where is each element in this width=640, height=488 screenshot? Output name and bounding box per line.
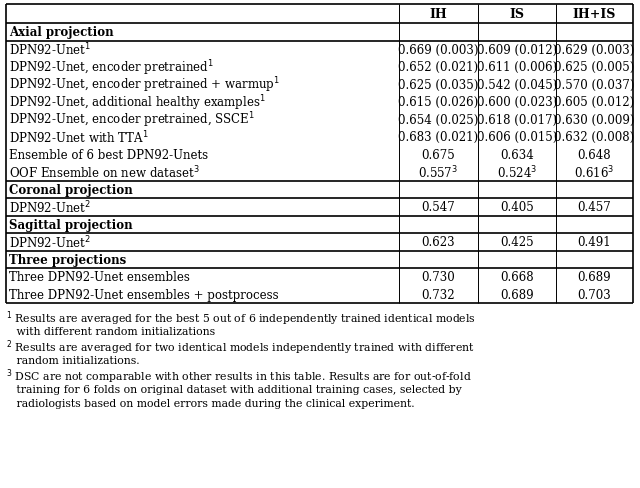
Text: 0.632 (0.008): 0.632 (0.008) (554, 131, 635, 144)
Text: DPN92-Unet with TTA$^1$: DPN92-Unet with TTA$^1$ (9, 129, 148, 146)
Text: 0.425: 0.425 (500, 236, 534, 249)
Text: 0.629 (0.003): 0.629 (0.003) (554, 43, 635, 57)
Text: DPN92-Unet, additional healthy examples$^1$: DPN92-Unet, additional healthy examples$… (9, 93, 266, 112)
Text: Coronal projection: Coronal projection (9, 183, 132, 196)
Text: DPN92-Unet$^2$: DPN92-Unet$^2$ (9, 199, 91, 216)
Text: DPN92-Unet, encoder pretrained + warmup$^1$: DPN92-Unet, encoder pretrained + warmup$… (9, 75, 280, 95)
Text: 0.675: 0.675 (422, 148, 456, 162)
Text: 0.689: 0.689 (578, 271, 611, 284)
Text: 0.615 (0.026): 0.615 (0.026) (398, 96, 479, 109)
Text: 0.703: 0.703 (578, 288, 611, 301)
Text: 0.405: 0.405 (500, 201, 534, 214)
Text: 0.609 (0.012): 0.609 (0.012) (477, 43, 557, 57)
Text: 0.689: 0.689 (500, 288, 534, 301)
Text: 0.600 (0.023): 0.600 (0.023) (477, 96, 557, 109)
Text: 0.634: 0.634 (500, 148, 534, 162)
Text: 0.652 (0.021): 0.652 (0.021) (399, 61, 479, 74)
Text: $^1$ Results are averaged for the best 5 out of 6 independently trained identica: $^1$ Results are averaged for the best 5… (6, 309, 476, 327)
Text: with different random initializations: with different random initializations (6, 326, 215, 337)
Text: 0.457: 0.457 (578, 201, 611, 214)
Text: 0.669 (0.003): 0.669 (0.003) (398, 43, 479, 57)
Text: 0.547: 0.547 (422, 201, 456, 214)
Text: 0.557$^3$: 0.557$^3$ (419, 164, 458, 181)
Text: 0.618 (0.017): 0.618 (0.017) (477, 114, 557, 126)
Text: 0.683 (0.021): 0.683 (0.021) (399, 131, 479, 144)
Text: IS: IS (509, 8, 525, 21)
Text: 0.654 (0.025): 0.654 (0.025) (398, 114, 479, 126)
Text: $^3$ DSC are not comparable with other results in this table. Results are for ou: $^3$ DSC are not comparable with other r… (6, 366, 472, 385)
Text: DPN92-Unet, encoder pretrained, SSCE$^1$: DPN92-Unet, encoder pretrained, SSCE$^1$ (9, 110, 255, 130)
Text: $^2$ Results are averaged for two identical models independently trained with di: $^2$ Results are averaged for two identi… (6, 338, 475, 356)
Text: 0.524$^3$: 0.524$^3$ (497, 164, 537, 181)
Text: IH+IS: IH+IS (573, 8, 616, 21)
Text: Three projections: Three projections (9, 253, 126, 266)
Text: IH: IH (429, 8, 447, 21)
Text: radiologists based on model errors made during the clinical experiment.: radiologists based on model errors made … (6, 398, 415, 408)
Text: 0.616$^3$: 0.616$^3$ (574, 164, 614, 181)
Text: OOF Ensemble on new dataset$^3$: OOF Ensemble on new dataset$^3$ (9, 164, 200, 181)
Text: Ensemble of 6 best DPN92-Unets: Ensemble of 6 best DPN92-Unets (9, 148, 208, 162)
Text: 0.611 (0.006): 0.611 (0.006) (477, 61, 557, 74)
Text: DPN92-Unet$^2$: DPN92-Unet$^2$ (9, 234, 91, 250)
Text: DPN92-Unet$^1$: DPN92-Unet$^1$ (9, 42, 91, 59)
Text: 0.648: 0.648 (578, 148, 611, 162)
Text: 0.570 (0.037): 0.570 (0.037) (554, 79, 635, 92)
Text: 0.606 (0.015): 0.606 (0.015) (477, 131, 557, 144)
Text: DPN92-Unet, encoder pretrained$^1$: DPN92-Unet, encoder pretrained$^1$ (9, 58, 214, 78)
Text: Sagittal projection: Sagittal projection (9, 218, 132, 231)
Text: 0.623: 0.623 (422, 236, 455, 249)
Text: Three DPN92-Unet ensembles + postprocess: Three DPN92-Unet ensembles + postprocess (9, 288, 278, 301)
Text: 0.625 (0.035): 0.625 (0.035) (398, 79, 479, 92)
Text: random initializations.: random initializations. (6, 356, 140, 366)
Text: 0.605 (0.012): 0.605 (0.012) (554, 96, 635, 109)
Text: 0.491: 0.491 (578, 236, 611, 249)
Text: training for 6 folds on original dataset with additional training cases, selecte: training for 6 folds on original dataset… (6, 385, 461, 394)
Text: 0.630 (0.009): 0.630 (0.009) (554, 114, 635, 126)
Text: Axial projection: Axial projection (9, 26, 114, 39)
Text: Three DPN92-Unet ensembles: Three DPN92-Unet ensembles (9, 271, 190, 284)
Text: 0.730: 0.730 (422, 271, 456, 284)
Text: 0.625 (0.005): 0.625 (0.005) (554, 61, 635, 74)
Text: 0.732: 0.732 (422, 288, 455, 301)
Text: 0.668: 0.668 (500, 271, 534, 284)
Text: 0.542 (0.045): 0.542 (0.045) (477, 79, 557, 92)
